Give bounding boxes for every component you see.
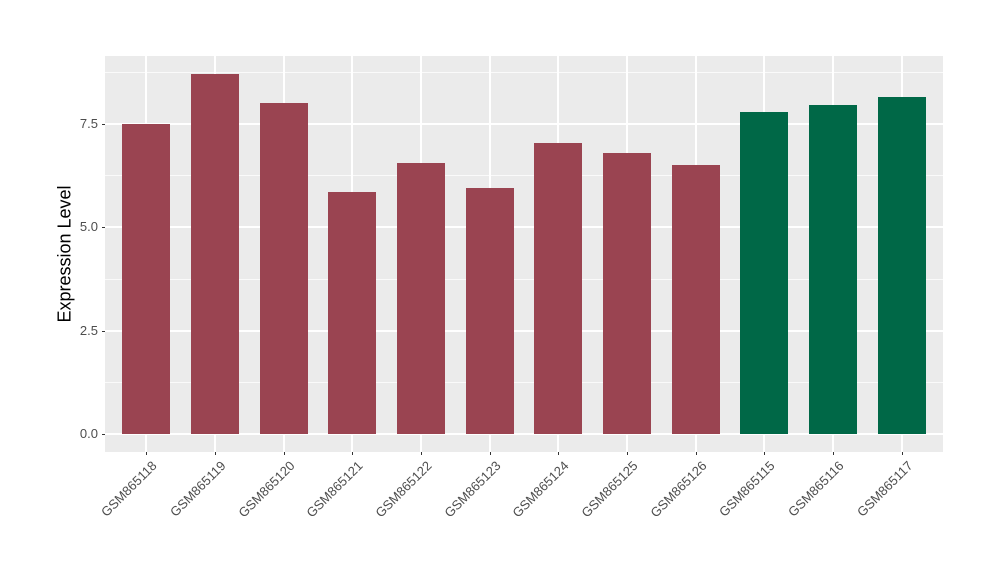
bar-GSM865120 [259,103,308,434]
plot-panel [105,56,943,452]
x-tick-mark [558,452,560,455]
x-tick-mark [833,452,835,455]
gridline-horizontal-minor [105,175,943,177]
gridline-horizontal-minor [105,71,943,73]
bar-GSM865126 [671,165,720,434]
y-tick-mark [102,227,105,229]
gridline-horizontal-major [105,226,943,229]
y-tick-label: 0.0 [79,426,98,441]
bar-GSM865124 [534,142,583,434]
x-tick-mark [489,452,491,455]
x-tick-mark [214,452,216,455]
y-tick-label: 7.5 [79,116,98,132]
bar-GSM865122 [396,163,445,434]
bar-GSM865115 [740,111,789,434]
x-tick-mark [146,452,148,455]
bar-GSM865117 [877,97,926,434]
bar-GSM865118 [122,124,171,434]
bar-GSM865123 [465,188,514,434]
x-tick-mark [283,452,285,455]
gridline-horizontal-minor [105,278,943,280]
x-tick-mark [352,452,354,455]
x-tick-mark [764,452,766,455]
gridline-horizontal-major [105,329,943,332]
x-tick-mark [901,452,903,455]
x-tick-mark [695,452,697,455]
x-tick-mark [627,452,629,455]
y-axis-title: Expression Level [54,185,75,323]
x-tick-mark [420,452,422,455]
bar-GSM865116 [809,105,858,434]
y-tick-mark [102,434,105,435]
bar-GSM865125 [602,152,652,434]
y-tick-label: 5.0 [79,219,98,235]
gridline-horizontal-major [105,123,943,126]
gridline-horizontal-major [105,433,943,435]
y-tick-mark [102,124,105,126]
y-tick-label: 2.5 [79,322,98,338]
gridline-horizontal-minor [105,381,943,383]
bar-GSM865121 [328,192,377,434]
y-tick-mark [102,330,105,332]
bar-GSM865119 [190,74,239,434]
